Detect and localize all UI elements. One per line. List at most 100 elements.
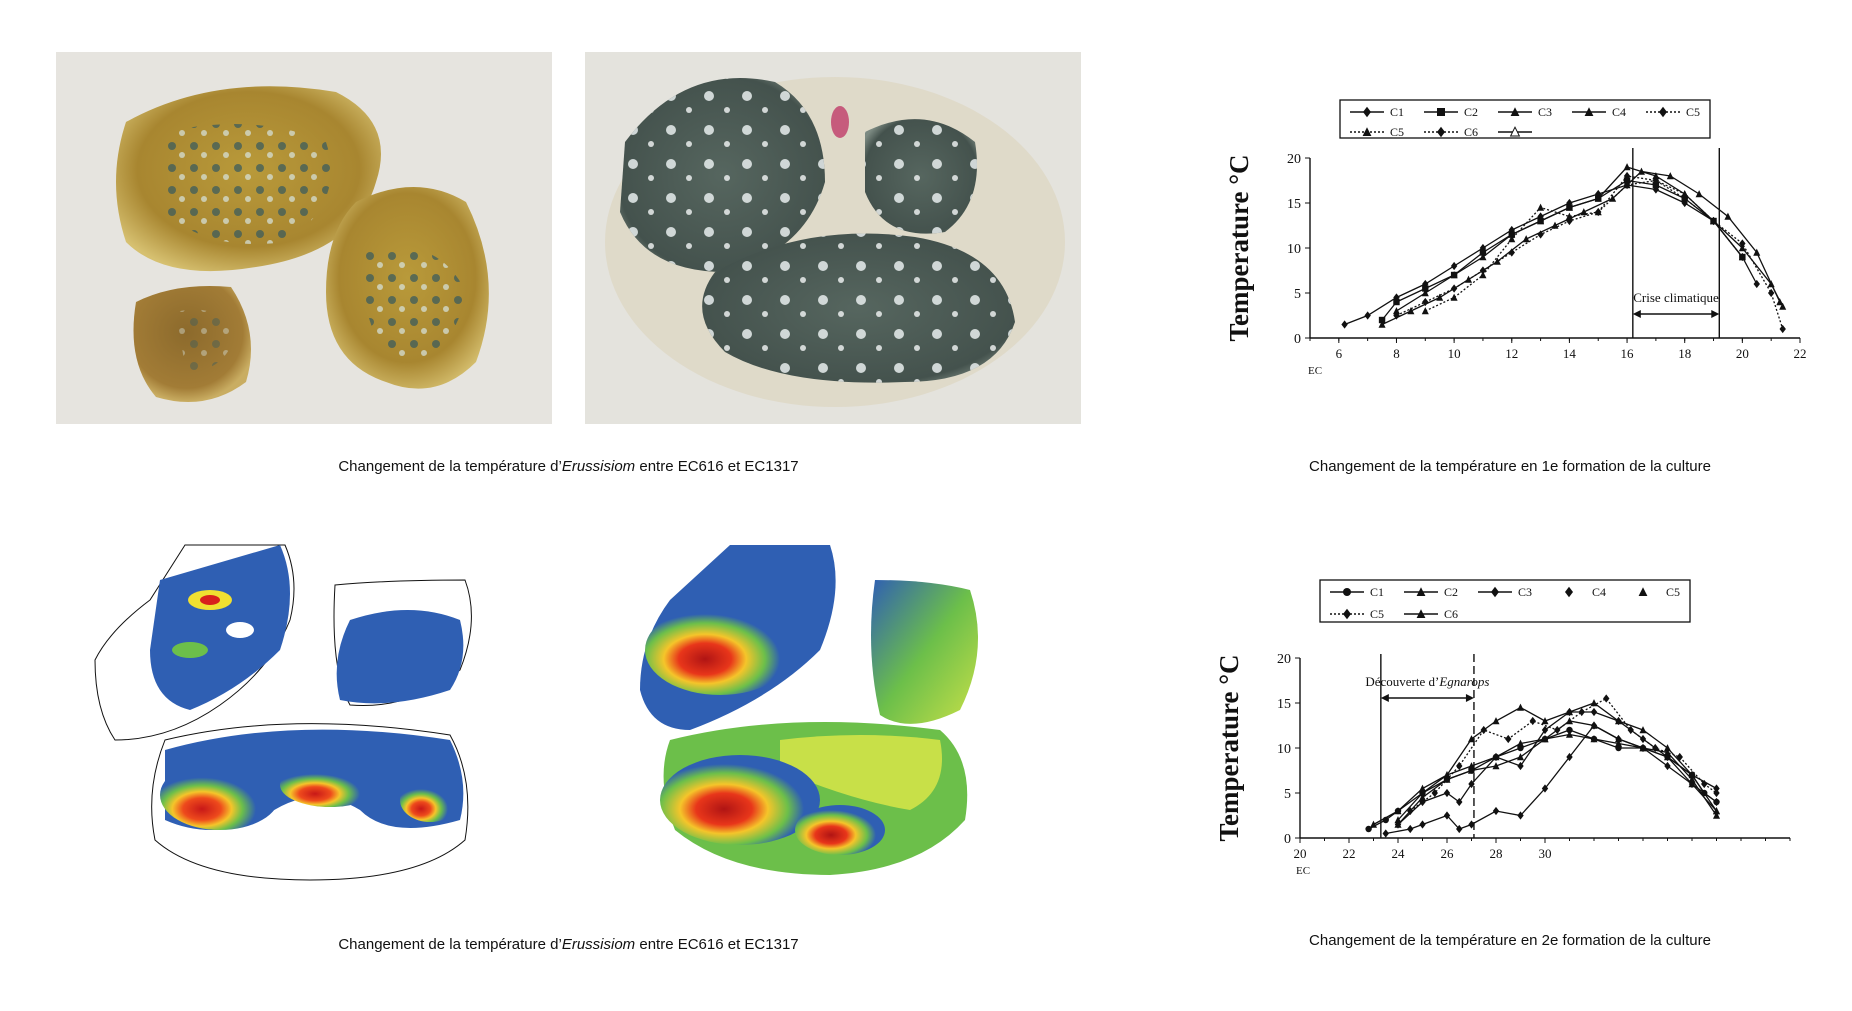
x-tick-label: 12	[1505, 346, 1518, 361]
y-tick-label: 10	[1287, 242, 1301, 257]
legend-marker	[1416, 609, 1426, 618]
x-tick-label: 16	[1621, 346, 1635, 361]
legend-label: C2	[1464, 105, 1478, 119]
data-point	[1537, 230, 1544, 239]
legend-marker	[1659, 106, 1667, 118]
map-right	[630, 540, 1030, 882]
data-point	[1418, 789, 1427, 797]
arrow-head-left	[1380, 694, 1389, 702]
series-line	[1397, 720, 1718, 825]
data-point	[1369, 820, 1378, 828]
caption-chart-2: Changement de la température en 2e forma…	[1309, 932, 1711, 949]
data-point	[1443, 771, 1451, 779]
chart-2-panel: C1 C2 C3 C4 C5 C5 C6 0 5 10 15 20 20 22 24 26 28 30 EC Temp…	[1200, 579, 1820, 910]
legend-marker	[1437, 108, 1445, 116]
legend-marker	[1510, 107, 1520, 116]
chart-2: C1 C2 C3 C4 C5 C5 C6 0 5 10 15 20 20 22 24 26 28 30 EC Temp…	[1214, 579, 1791, 877]
data-point	[1639, 734, 1647, 744]
data-point	[1468, 820, 1475, 829]
data-point	[1436, 293, 1444, 301]
legend-label: C6	[1444, 607, 1458, 621]
data-point	[1663, 748, 1672, 756]
data-point	[1418, 784, 1427, 792]
data-point	[1493, 257, 1501, 265]
data-point	[1541, 735, 1549, 743]
data-point	[1393, 311, 1400, 320]
annotation-label: Découverte d’Egnarops	[1365, 674, 1489, 689]
data-point	[1623, 171, 1631, 181]
series-line	[1385, 724, 1717, 835]
x-tick-label: 22	[1343, 846, 1356, 861]
data-point	[1505, 734, 1512, 744]
data-point	[1712, 811, 1721, 819]
series-c5	[1407, 694, 1720, 816]
legend-label: C1	[1370, 585, 1384, 599]
data-point	[1479, 253, 1487, 261]
y-tick-label: 15	[1287, 197, 1301, 212]
data-point	[1378, 316, 1386, 324]
caption-maps-suffix: entre EC616 et EC1317	[635, 936, 799, 953]
data-point	[1710, 217, 1718, 225]
data-point	[1508, 230, 1516, 238]
data-point	[1492, 806, 1500, 816]
data-point	[1738, 244, 1746, 252]
data-point	[1627, 725, 1634, 735]
data-point	[1779, 324, 1786, 334]
data-point	[1517, 811, 1524, 820]
series-c6	[1394, 717, 1721, 828]
data-point	[1419, 820, 1426, 829]
caption-photos-italic: Erussisiom	[561, 458, 636, 475]
x-axis-label: EC	[1308, 365, 1322, 377]
data-point	[1676, 752, 1683, 762]
data-point	[1492, 752, 1500, 762]
data-point	[1450, 261, 1458, 271]
y-tick-label: 0	[1294, 332, 1301, 347]
data-point	[1713, 784, 1720, 793]
data-point	[1541, 717, 1549, 725]
data-point	[1663, 744, 1672, 752]
x-axis-label: EC	[1296, 865, 1310, 877]
series-line	[1344, 184, 1758, 326]
data-point	[1623, 177, 1631, 184]
data-point	[1508, 248, 1515, 257]
data-point	[1341, 320, 1348, 329]
data-point	[1623, 181, 1631, 189]
data-point	[1594, 194, 1602, 202]
y-tick-label: 20	[1277, 652, 1291, 667]
data-point	[1479, 271, 1487, 279]
data-point	[1537, 217, 1545, 225]
data-point	[1541, 725, 1549, 735]
x-tick-label: 28	[1490, 846, 1503, 861]
data-point	[1590, 699, 1598, 707]
data-point	[1467, 766, 1476, 774]
legend-marker	[1638, 587, 1648, 596]
data-point	[1578, 707, 1585, 717]
data-point	[1701, 779, 1708, 789]
data-point	[1639, 726, 1647, 734]
data-point	[1565, 203, 1573, 211]
legend-marker	[1584, 107, 1594, 116]
caption-photos-prefix: Changement de la température d’	[338, 458, 562, 475]
legend-label: C5	[1666, 585, 1680, 599]
data-point	[1713, 797, 1720, 807]
data-point	[1467, 762, 1476, 770]
data-point	[1394, 816, 1402, 824]
data-point	[1739, 239, 1746, 248]
data-point	[1443, 788, 1451, 798]
data-point	[1431, 788, 1438, 798]
data-point	[1393, 298, 1400, 306]
arrow-head-right	[1465, 694, 1474, 702]
arrow-head-left	[1632, 310, 1641, 318]
fruit-yellow-image	[56, 52, 552, 424]
data-point	[1492, 717, 1500, 725]
series-line	[1381, 170, 1781, 326]
legend-marker	[1509, 126, 1521, 137]
x-tick-label: 26	[1441, 846, 1455, 861]
series-c4	[1392, 163, 1787, 315]
data-point	[1767, 288, 1775, 298]
x-tick-label: 6	[1336, 346, 1343, 361]
data-point	[1565, 730, 1574, 738]
data-point	[1753, 248, 1761, 256]
data-point	[1695, 190, 1703, 198]
data-point	[1565, 717, 1574, 725]
